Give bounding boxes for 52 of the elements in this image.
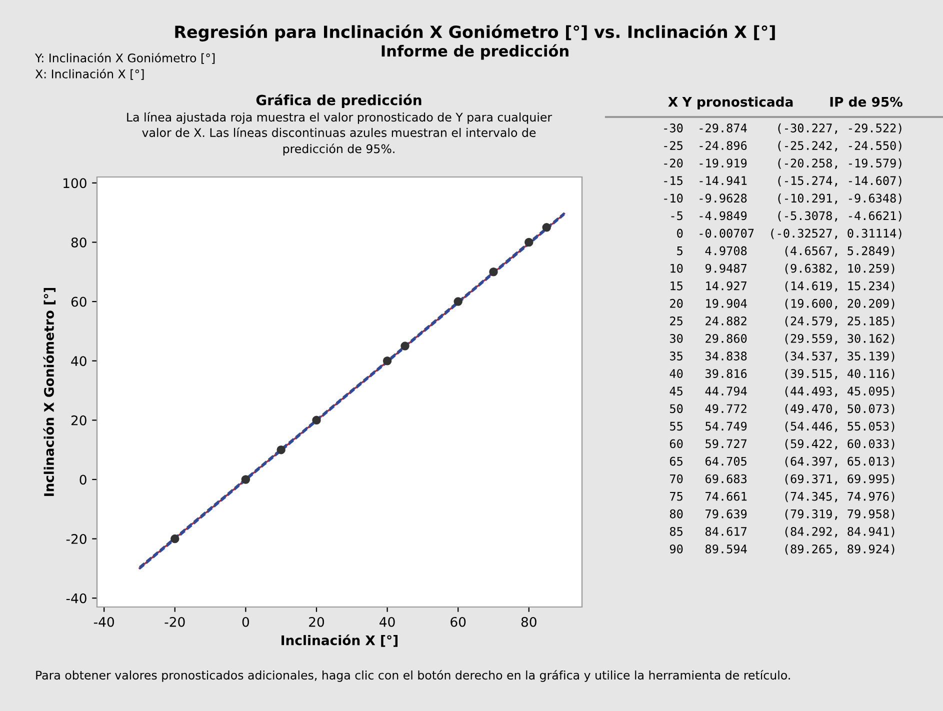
text: 40 39.816 (39.515, 40.116) xyxy=(670,368,894,380)
text: Y: Inclinación X Goniómetro [°] xyxy=(34,52,215,64)
text: -5 -4.9849 (-5.3078, -4.6621) xyxy=(671,211,902,222)
text: 65 64.705 (64.397, 65.013) xyxy=(670,456,894,468)
y-tick-label: -20 xyxy=(66,534,86,544)
chart-subtitle: La línea ajustada roja muestra el valor pronosticado de Y para cualquier valor de X. Las líneas discontinuas azules muestran el intervalo de predicción de 95%. xyxy=(127,112,552,156)
text: 45 44.794 (44.493, 45.095) xyxy=(670,386,894,398)
text: 35 34.838 (34.537, 35.139) xyxy=(670,351,894,362)
x-axis-title: Inclinación X [°] xyxy=(282,634,398,647)
text: 30 29.860 (29.559, 30.162) xyxy=(670,334,894,344)
text: 90 89.594 (89.265, 89.924) xyxy=(670,544,894,555)
x-tick-label: 20 xyxy=(309,616,324,627)
x-tick-label: 80 xyxy=(521,616,536,627)
y-tick-label: 20 xyxy=(71,415,86,426)
y-tick-label: 80 xyxy=(71,237,86,248)
text: -10 -9.9628 (-10.291, -9.6348) xyxy=(664,193,902,204)
text: 0 -0.00707 (-0.32527, 0.31114) xyxy=(677,228,902,240)
y-tick-label: 60 xyxy=(71,296,86,307)
x-tick-label: 60 xyxy=(450,616,466,627)
text: 15 14.927 (14.619, 15.234) xyxy=(670,281,894,292)
y-tick-label: 100 xyxy=(64,178,86,188)
y-tick-label: 40 xyxy=(71,356,86,366)
text: 85 84.617 (84.292, 84.941) xyxy=(670,526,894,538)
y-axis-title: Inclinación X Goniómetro [°] xyxy=(43,288,56,496)
chart-title: Gráfica de predicción xyxy=(256,94,422,108)
text: 5 4.9708 (4.6567, 5.2849) xyxy=(677,246,894,257)
x-tick-label: 40 xyxy=(380,616,395,627)
text: Informe de predicción xyxy=(382,44,568,60)
x-tick-label: 0 xyxy=(242,616,250,627)
y-tick-label: 0 xyxy=(80,474,86,485)
text: Para obtener valores pronosticados adicionales, haga clic con el botón derecho en la gráfica y utilice la herramienta de retículo. xyxy=(36,670,790,682)
category-label: Y pronosticada xyxy=(682,96,793,110)
text: 80 79.639 (79.319, 79.958) xyxy=(670,509,894,520)
text: 55 54.749 (54.446, 55.053) xyxy=(670,422,894,432)
text: -15 -14.941 (-15.274, -14.607) xyxy=(664,176,902,187)
text: -20 -19.919 (-20.258, -19.579) xyxy=(664,158,902,170)
text: 10 9.9487 (9.6382, 10.259) xyxy=(670,264,894,274)
text: 60 59.727 (59.422, 60.033) xyxy=(670,439,894,450)
y-tick-label: -40 xyxy=(66,593,86,604)
x-tick-label: -20 xyxy=(164,616,185,627)
text: 25 24.882 (24.579, 25.185) xyxy=(670,316,894,327)
text: -25 -24.896 (-25.242, -24.550) xyxy=(664,140,902,152)
text: 70 69.683 (69.371, 69.995) xyxy=(670,474,894,485)
text: 75 74.661 (74.345, 74.976) xyxy=(670,492,894,502)
category-label: IP de 95% xyxy=(830,96,902,107)
text: X: Inclinación X [°] xyxy=(35,68,144,80)
x-tick-label: -40 xyxy=(94,616,114,627)
text: -30 -29.874 (-30.227, -29.522) xyxy=(664,123,902,134)
text: 50 49.772 (49.470, 50.073) xyxy=(670,404,894,415)
text: 20 19.904 (19.600, 20.209) xyxy=(670,298,894,310)
text: Regresión para Inclinación X Goniómetro [°] vs. Inclinación X [°] xyxy=(175,24,775,42)
category-label: X xyxy=(668,97,678,107)
